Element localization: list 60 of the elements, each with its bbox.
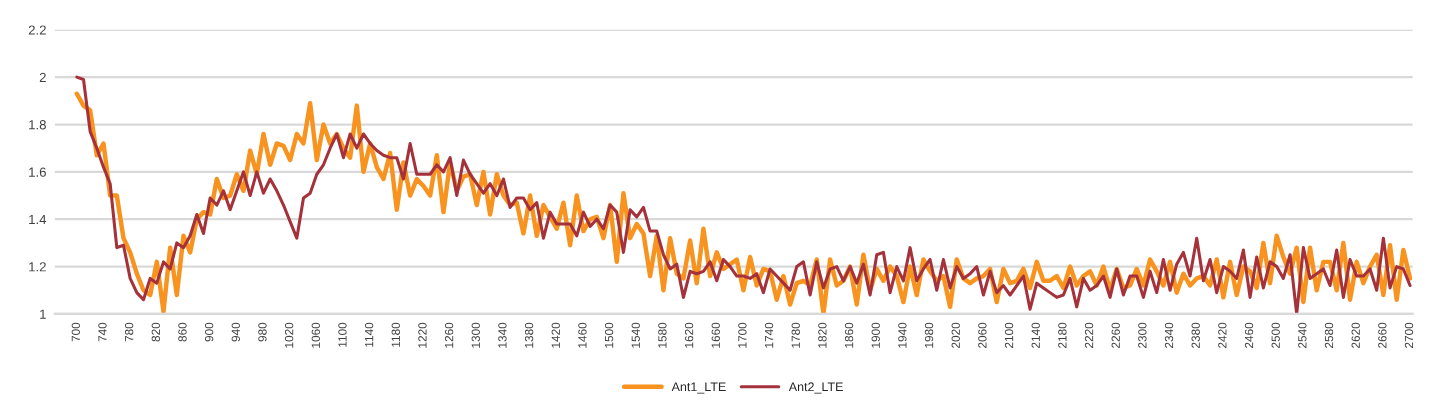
x-tick-label: 1780 [791, 322, 800, 348]
x-tick-label: 740 [98, 322, 107, 342]
x-tick-label: 2260 [1111, 322, 1120, 348]
x-tick-label: 2180 [1058, 322, 1067, 348]
x-tick-label: 1900 [871, 322, 880, 348]
x-tick-label: 2660 [1378, 322, 1387, 348]
x-tick-label: 1660 [711, 322, 720, 348]
x-tick-label: 2420 [1218, 322, 1227, 348]
x-tick-label: 2100 [1004, 322, 1014, 348]
x-tick-label: 1140 [364, 322, 374, 347]
y-tick-label: 1 [40, 309, 46, 319]
x-tick-label: 1380 [524, 322, 534, 348]
x-tick-label: 2460 [1244, 322, 1254, 348]
y-tick-label: 1.6 [29, 167, 46, 177]
x-tick-label: 1300 [471, 322, 480, 348]
x-tick-label: 2220 [1084, 322, 1094, 348]
x-tick-label: 700 [71, 322, 80, 342]
legend-label: Ant2_LTE [788, 382, 843, 394]
x-tick-label: 2300 [1138, 322, 1147, 348]
x-tick-label: 780 [124, 322, 134, 342]
x-tick-label: 1940 [898, 322, 907, 348]
x-tick-label: 1580 [658, 322, 667, 348]
x-tick-label: 1540 [631, 322, 640, 348]
x-tick-label: 900 [204, 322, 214, 342]
x-tick-label: 1180 [391, 322, 400, 347]
x-tick-label: 1460 [578, 322, 587, 348]
x-tick-label: 2620 [1351, 322, 1360, 348]
x-tick-label: 1260 [444, 322, 454, 348]
x-tick-label: 1060 [311, 322, 320, 348]
x-tick-label: 1620 [684, 322, 694, 348]
y-tick-label: 1.8 [29, 120, 46, 130]
x-tick-label: 1420 [551, 322, 560, 348]
x-tick-label: 820 [151, 322, 160, 342]
x-tick-label: 2500 [1271, 322, 1280, 348]
x-tick-label: 2580 [1324, 322, 1334, 348]
x-tick-label: 1860 [844, 322, 854, 348]
x-tick-label: 1500 [604, 322, 614, 348]
y-tick-label: 2 [39, 72, 46, 82]
y-tick-label: 1.2 [29, 262, 46, 272]
x-tick-label: 940 [231, 322, 240, 342]
y-tick-label: 2.2 [28, 25, 46, 35]
x-tick-label: 860 [178, 322, 187, 342]
x-tick-label: 1340 [498, 322, 507, 348]
x-tick-label: 1700 [738, 322, 747, 348]
y-tick-label: 1.4 [29, 214, 47, 225]
x-tick-label: 1820 [818, 322, 827, 348]
x-tick-label: 1100 [338, 322, 347, 347]
x-tick-label: 2020 [951, 322, 960, 348]
x-tick-label: 980 [258, 322, 267, 342]
x-tick-label: 2140 [1031, 322, 1040, 348]
x-tick-label: 2060 [978, 322, 987, 348]
x-tick-label: 1220 [418, 322, 427, 348]
x-tick-label: 2340 [1164, 322, 1174, 348]
x-tick-label: 1020 [284, 322, 294, 348]
legend-label: Ant1_LTE [671, 382, 726, 394]
x-tick-label: 1740 [764, 322, 774, 348]
x-tick-label: 2380 [1191, 322, 1200, 348]
x-tick-label: 1980 [924, 322, 934, 348]
x-tick-label: 2540 [1298, 322, 1307, 348]
x-tick-label: 2700 [1404, 322, 1414, 348]
